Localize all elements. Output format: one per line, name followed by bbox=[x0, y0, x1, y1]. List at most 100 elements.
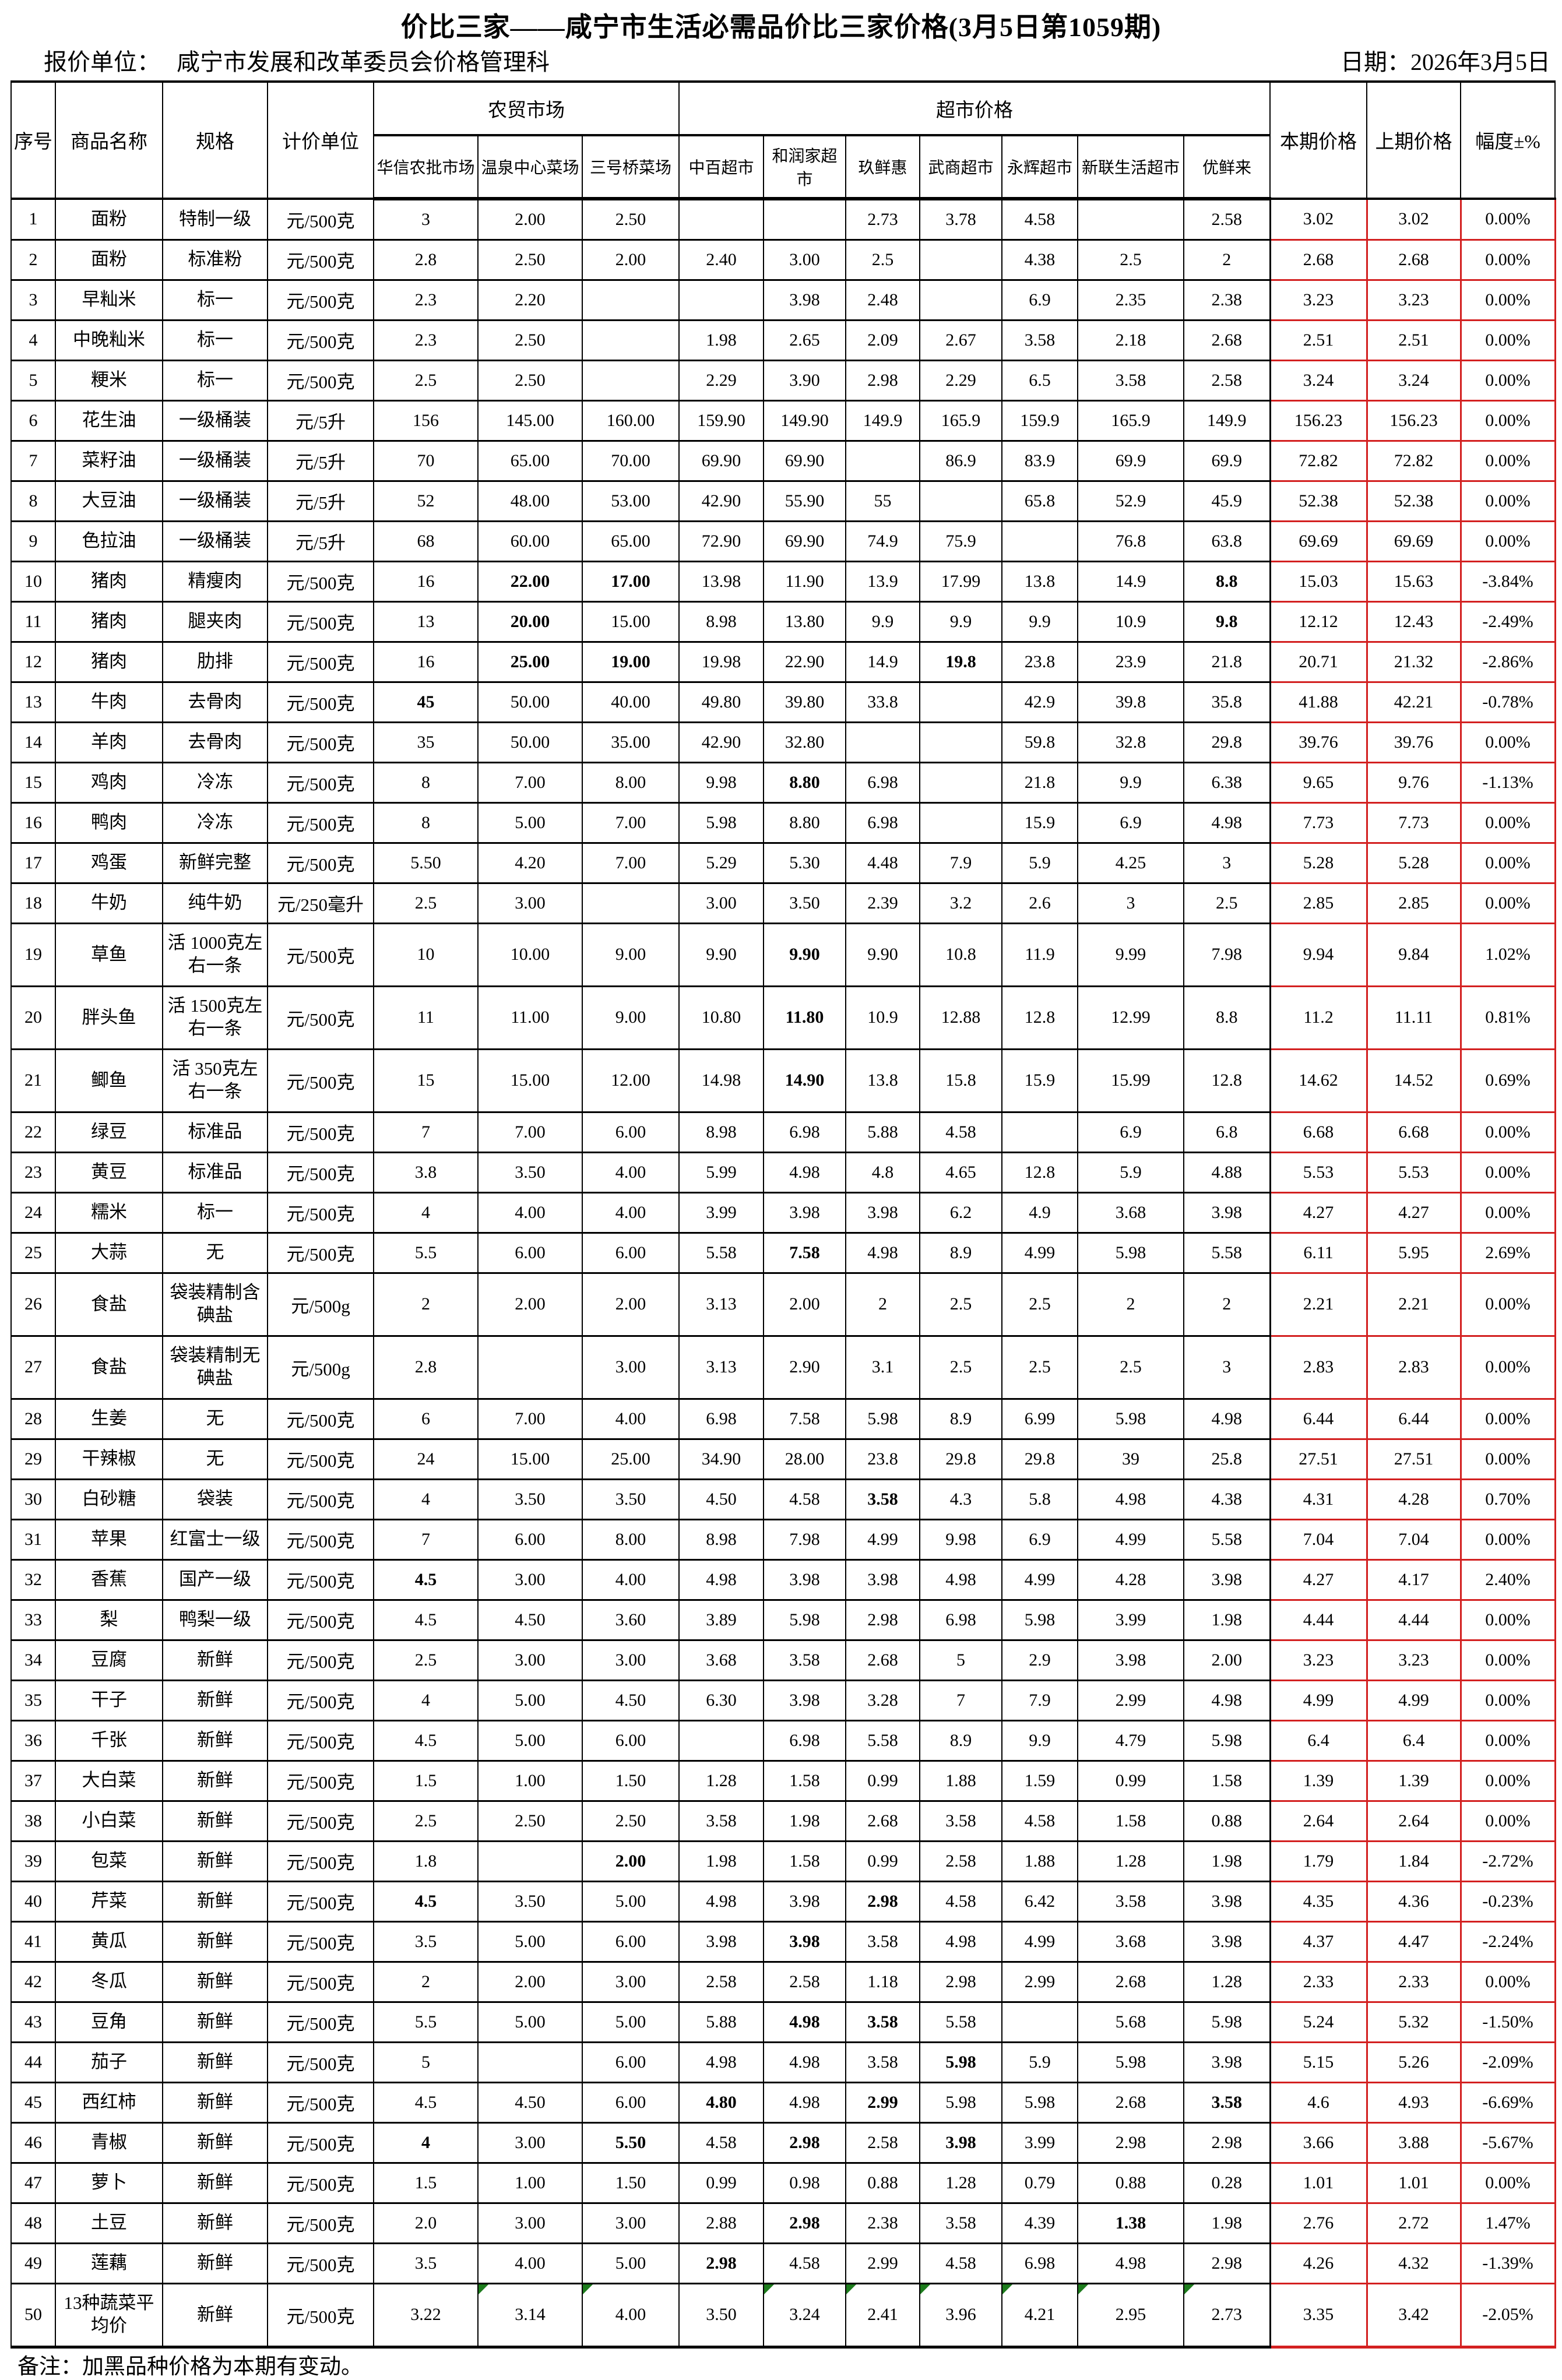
cell-price-herunjia: 5.98 bbox=[763, 1599, 847, 1641]
cell-current-price: 14.62 bbox=[1269, 1048, 1368, 1113]
cell-price-herunjia: 4.98 bbox=[763, 2041, 847, 2083]
cell-price-yonghui: 83.9 bbox=[1001, 439, 1079, 482]
cell-product-name: 粳米 bbox=[55, 359, 163, 402]
cell-price-yonghui: 2.5 bbox=[1001, 1272, 1079, 1337]
cell-price-wushang: 1.28 bbox=[919, 2161, 1003, 2204]
cell-price-wushang bbox=[919, 721, 1003, 763]
reporting-unit: 报价单位： 咸宁市发展和改革委员会价格管理科 bbox=[44, 49, 550, 76]
cell-price-yonghui: 5.9 bbox=[1001, 2041, 1079, 2083]
table-row: 44 茄子 新鲜 元/500克 5 6.00 4.98 4.98 3.58 5.98 5.9 5.98… bbox=[10, 2041, 1556, 2083]
cell-previous-price: 4.17 bbox=[1366, 1558, 1462, 1601]
cell-price-xinlian-life: 3.98 bbox=[1077, 1639, 1185, 1681]
cell-price-huaxin-wholesale: 4.5 bbox=[373, 1558, 479, 1601]
cell-current-price: 156.23 bbox=[1269, 399, 1368, 442]
cell-price-sanhaoqiao: 12.00 bbox=[581, 1048, 680, 1113]
cell-unit: 元/500克 bbox=[267, 1800, 374, 1842]
cell-price-wushang: 5.98 bbox=[919, 2041, 1003, 2083]
cell-serial: 35 bbox=[10, 1679, 56, 1721]
cell-price-xinlian-life: 5.98 bbox=[1077, 1231, 1185, 1274]
cell-price-wushang: 4.58 bbox=[919, 1111, 1003, 1153]
cell-spec: 新鲜 bbox=[162, 1719, 268, 1762]
cell-price-youxianlai: 2.98 bbox=[1183, 2121, 1271, 2164]
cell-price-jiuxianhui: 2.39 bbox=[845, 882, 921, 924]
cell-previous-price: 2.72 bbox=[1366, 2202, 1462, 2244]
cell-change-percent: 0.00% bbox=[1459, 2161, 1556, 2204]
cell-price-yonghui: 4.58 bbox=[1001, 1800, 1079, 1842]
cell-price-yonghui: 23.8 bbox=[1001, 640, 1079, 683]
cell-price-sanhaoqiao: 17.00 bbox=[581, 560, 680, 603]
cell-price-xinlian-life: 4.25 bbox=[1077, 842, 1185, 884]
cell-price-xinlian-life: 2.99 bbox=[1077, 1679, 1185, 1721]
cell-spec: 新鲜 bbox=[162, 2041, 268, 2083]
cell-current-price: 39.76 bbox=[1269, 721, 1368, 763]
cell-product-name: 萝卜 bbox=[55, 2161, 163, 2204]
cell-price-zhongbai: 42.90 bbox=[678, 721, 765, 763]
cell-price-wushang: 4.3 bbox=[919, 1478, 1003, 1520]
cell-change-percent: 0.00% bbox=[1459, 359, 1556, 402]
cell-price-youxianlai: 4.98 bbox=[1183, 1397, 1271, 1440]
cell-price-wushang: 8.9 bbox=[919, 1231, 1003, 1274]
cell-price-xinlian-life: 4.98 bbox=[1077, 2242, 1185, 2284]
cell-price-wushang: 17.99 bbox=[919, 560, 1003, 603]
cell-price-huaxin-wholesale: 6 bbox=[373, 1397, 479, 1440]
cell-unit: 元/500克 bbox=[267, 681, 374, 723]
cell-price-jiuxianhui: 9.90 bbox=[845, 922, 921, 987]
cell-price-wushang bbox=[919, 681, 1003, 723]
cell-change-percent: 0.00% bbox=[1459, 480, 1556, 522]
table-row: 13 牛肉 去骨肉 元/500克 45 50.00 40.00 49.80 39.80 33.8 4… bbox=[10, 681, 1556, 723]
cell-price-zhongbai: 2.40 bbox=[678, 238, 765, 281]
cell-price-xinlian-life: 9.99 bbox=[1077, 922, 1185, 987]
cell-price-youxianlai: 6.38 bbox=[1183, 761, 1271, 804]
cell-price-sanhaoqiao: 65.00 bbox=[581, 520, 680, 562]
cell-price-yonghui: 4.99 bbox=[1001, 1231, 1079, 1274]
cell-unit: 元/500g bbox=[267, 1272, 374, 1337]
price-table: 序号 商品名称 规格 计价单位 农贸市场 超市价格 本期价格 上期价格 幅度±% 华信农批市场 温泉… bbox=[10, 80, 1556, 2349]
cell-price-yonghui: 5.98 bbox=[1001, 2081, 1079, 2124]
cell-price-yonghui: 65.8 bbox=[1001, 480, 1079, 522]
table-row: 15 鸡肉 冷冻 元/500克 8 7.00 8.00 9.98 8.80 6.98 21.8 9.9… bbox=[10, 761, 1556, 804]
cell-spec: 冷冻 bbox=[162, 801, 268, 844]
table-row: 25 大蒜无元/500克 5.5 6.00 6.00 5.58 7.58 4.98 8.9 4.9… bbox=[10, 1231, 1556, 1274]
cell-price-wushang: 3.96 bbox=[919, 2282, 1003, 2349]
cell-price-wushang: 2.67 bbox=[919, 319, 1003, 361]
cell-unit: 元/500克 bbox=[267, 1719, 374, 1762]
cell-price-huaxin-wholesale: 1.5 bbox=[373, 2161, 479, 2204]
cell-price-wenquan-central: 15.00 bbox=[477, 1048, 583, 1113]
cell-current-price: 20.71 bbox=[1269, 640, 1368, 683]
cell-serial: 23 bbox=[10, 1151, 56, 1193]
cell-price-wenquan-central: 5.00 bbox=[477, 801, 583, 844]
cell-change-percent: -2.49% bbox=[1459, 600, 1556, 643]
cell-price-jiuxianhui: 74.9 bbox=[845, 520, 921, 562]
cell-product-name: 西红柿 bbox=[55, 2081, 163, 2124]
cell-price-wenquan-central: 5.00 bbox=[477, 2001, 583, 2043]
cell-price-zhongbai: 10.80 bbox=[678, 985, 765, 1050]
cell-price-huaxin-wholesale: 3.22 bbox=[373, 2282, 479, 2349]
cell-serial: 40 bbox=[10, 1880, 56, 1923]
cell-price-wenquan-central: 2.50 bbox=[477, 1800, 583, 1842]
cell-current-price: 4.27 bbox=[1269, 1558, 1368, 1601]
table-row: 43 豆角 新鲜 元/500克 5.5 5.00 5.00 5.88 4.98 3.58 5.58 5… bbox=[10, 2001, 1556, 2043]
cell-spec: 特制一级 bbox=[162, 198, 268, 241]
cell-price-yonghui: 159.9 bbox=[1001, 399, 1079, 442]
cell-price-sanhaoqiao: 40.00 bbox=[581, 681, 680, 723]
cell-price-youxianlai: 3.58 bbox=[1183, 2081, 1271, 2124]
cell-price-zhongbai: 3.68 bbox=[678, 1639, 765, 1681]
cell-change-percent: 0.00% bbox=[1459, 1335, 1556, 1400]
cell-price-jiuxianhui: 2.09 bbox=[845, 319, 921, 361]
cell-price-wushang: 6.2 bbox=[919, 1191, 1003, 1234]
cell-product-name: 小白菜 bbox=[55, 1800, 163, 1842]
cell-price-jiuxianhui: 13.9 bbox=[845, 560, 921, 603]
cell-price-wenquan-central: 2.50 bbox=[477, 359, 583, 402]
cell-product-name: 草鱼 bbox=[55, 922, 163, 987]
cell-price-huaxin-wholesale: 3.8 bbox=[373, 1151, 479, 1193]
cell-price-jiuxianhui: 2.48 bbox=[845, 279, 921, 321]
cell-price-huaxin-wholesale: 2.5 bbox=[373, 359, 479, 402]
cell-price-herunjia: 39.80 bbox=[763, 681, 847, 723]
cell-previous-price: 27.51 bbox=[1366, 1438, 1462, 1480]
table-row: 7 菜籽油 一级桶装 元/5升 70 65.00 70.00 69.90 69.90 86.9 83… bbox=[10, 439, 1556, 482]
cell-price-sanhaoqiao: 2.50 bbox=[581, 198, 680, 241]
cell-spec: 袋装 bbox=[162, 1478, 268, 1520]
cell-change-percent: 0.00% bbox=[1459, 319, 1556, 361]
cell-price-sanhaoqiao: 3.60 bbox=[581, 1599, 680, 1641]
cell-price-wenquan-central: 6.00 bbox=[477, 1518, 583, 1561]
